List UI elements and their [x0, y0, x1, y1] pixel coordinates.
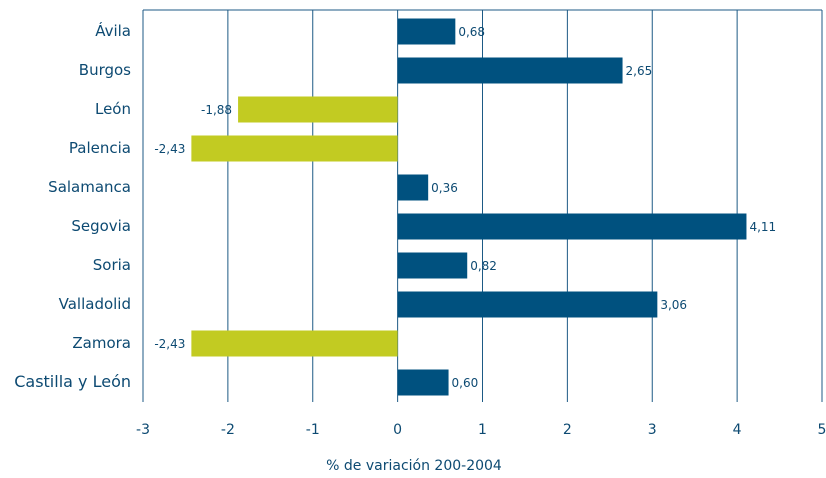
- bar: [191, 330, 398, 357]
- value-label: 0,60: [452, 376, 479, 390]
- bar: [397, 252, 468, 279]
- bar: [397, 213, 747, 240]
- x-tick-label: 5: [818, 422, 826, 438]
- y-tick-label: Castilla y León: [14, 372, 131, 391]
- value-label: 2,65: [626, 64, 653, 78]
- x-tick-label: -2: [221, 422, 235, 438]
- y-tick-label: Ávila: [95, 21, 131, 40]
- bar: [191, 135, 398, 162]
- x-tick-label: -1: [306, 422, 320, 438]
- value-label: -2,43: [154, 142, 185, 156]
- x-tick-label: 2: [563, 422, 572, 438]
- bar: [397, 291, 658, 318]
- y-tick-label: Palencia: [69, 139, 131, 157]
- value-label: 0,82: [470, 259, 497, 273]
- y-tick-label: Soria: [93, 256, 131, 274]
- x-tick-label: -3: [136, 422, 150, 438]
- bar: [397, 369, 449, 396]
- bar: [397, 57, 623, 84]
- y-tick-label: Salamanca: [48, 178, 131, 196]
- y-tick-label: León: [95, 100, 131, 118]
- x-tick-label: 1: [478, 422, 487, 438]
- value-label: 0,68: [458, 25, 485, 39]
- y-tick-label: Zamora: [72, 334, 131, 352]
- x-tick-label: 3: [648, 422, 657, 438]
- x-tick-label: 0: [393, 422, 402, 438]
- value-label: 0,36: [431, 181, 458, 195]
- bar: [238, 96, 398, 123]
- value-label: 3,06: [660, 298, 687, 312]
- x-axis-label: % de variación 200-2004: [326, 458, 502, 474]
- x-tick-label: 4: [733, 422, 742, 438]
- value-label: 4,11: [749, 220, 776, 234]
- bar: [397, 18, 456, 45]
- value-label: -2,43: [154, 337, 185, 351]
- y-tick-label: Segovia: [71, 217, 131, 235]
- value-label: -1,88: [201, 103, 232, 117]
- y-tick-label: Burgos: [79, 61, 131, 79]
- y-tick-label: Valladolid: [59, 295, 131, 313]
- bar: [397, 174, 429, 201]
